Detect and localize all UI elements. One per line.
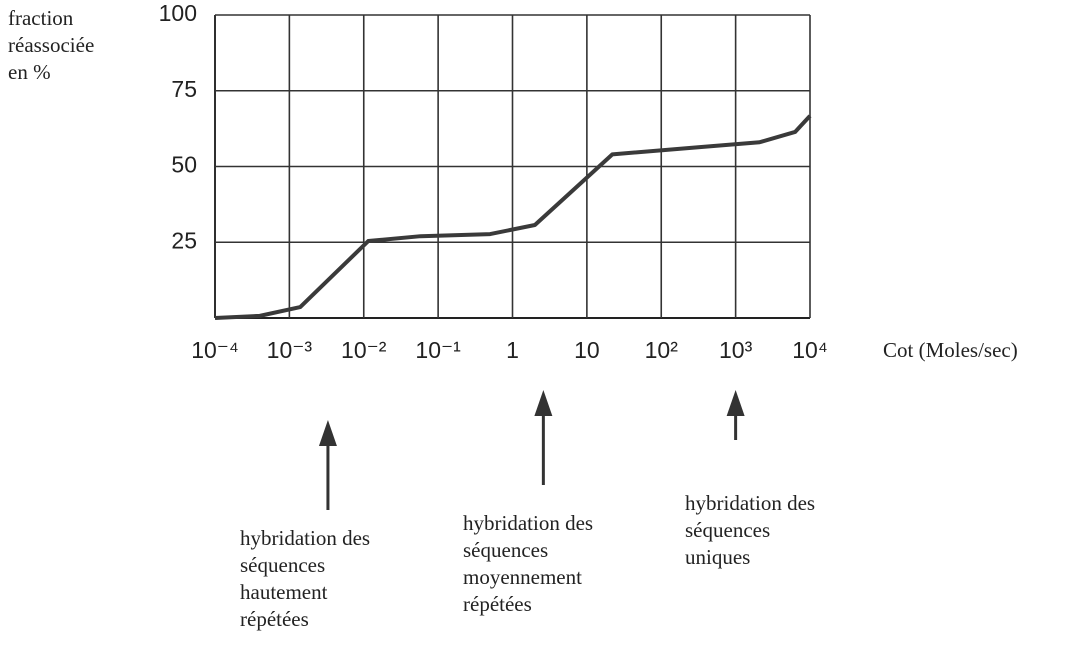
y-axis-label: réassociée [8, 33, 94, 57]
arrow-head [318, 420, 337, 446]
x-tick-label: 1 [506, 337, 519, 363]
annotation-text: moyennement [463, 565, 582, 589]
annotation-text: répétées [463, 592, 532, 616]
annotation-text: hybridation des [685, 491, 815, 515]
data-line [214, 114, 812, 320]
annotation-text: séquences [240, 553, 325, 577]
y-axis-label: en % [8, 60, 51, 84]
arrow-head [534, 390, 553, 416]
y-tick-label: 100 [159, 0, 197, 26]
x-axis-label: Cot (Moles/sec) [883, 338, 1018, 362]
annotation-text: hybridation des [463, 511, 593, 535]
y-tick-label: 25 [171, 227, 197, 253]
x-tick-label: 10⁻³ [267, 337, 313, 363]
annotation-text: hautement [240, 580, 328, 604]
annotation-text: répétées [240, 607, 309, 631]
annotation-text: séquences [685, 518, 770, 542]
annotation-text: uniques [685, 545, 750, 569]
y-tick-label: 75 [171, 76, 197, 102]
x-tick-label: 10² [645, 337, 679, 363]
annotation-text: séquences [463, 538, 548, 562]
arrow-head [726, 390, 745, 416]
x-tick-label: 10 [574, 337, 600, 363]
y-axis-label: fraction [8, 6, 74, 30]
x-tick-label: 10⁻¹ [415, 337, 461, 363]
x-tick-label: 10⁻² [341, 337, 387, 363]
y-tick-label: 50 [171, 152, 197, 178]
x-tick-label: 10³ [719, 337, 753, 363]
x-tick-label: 10⁴ [792, 337, 827, 363]
x-tick-label: 10⁻⁴ [191, 337, 239, 363]
annotation-text: hybridation des [240, 526, 370, 550]
